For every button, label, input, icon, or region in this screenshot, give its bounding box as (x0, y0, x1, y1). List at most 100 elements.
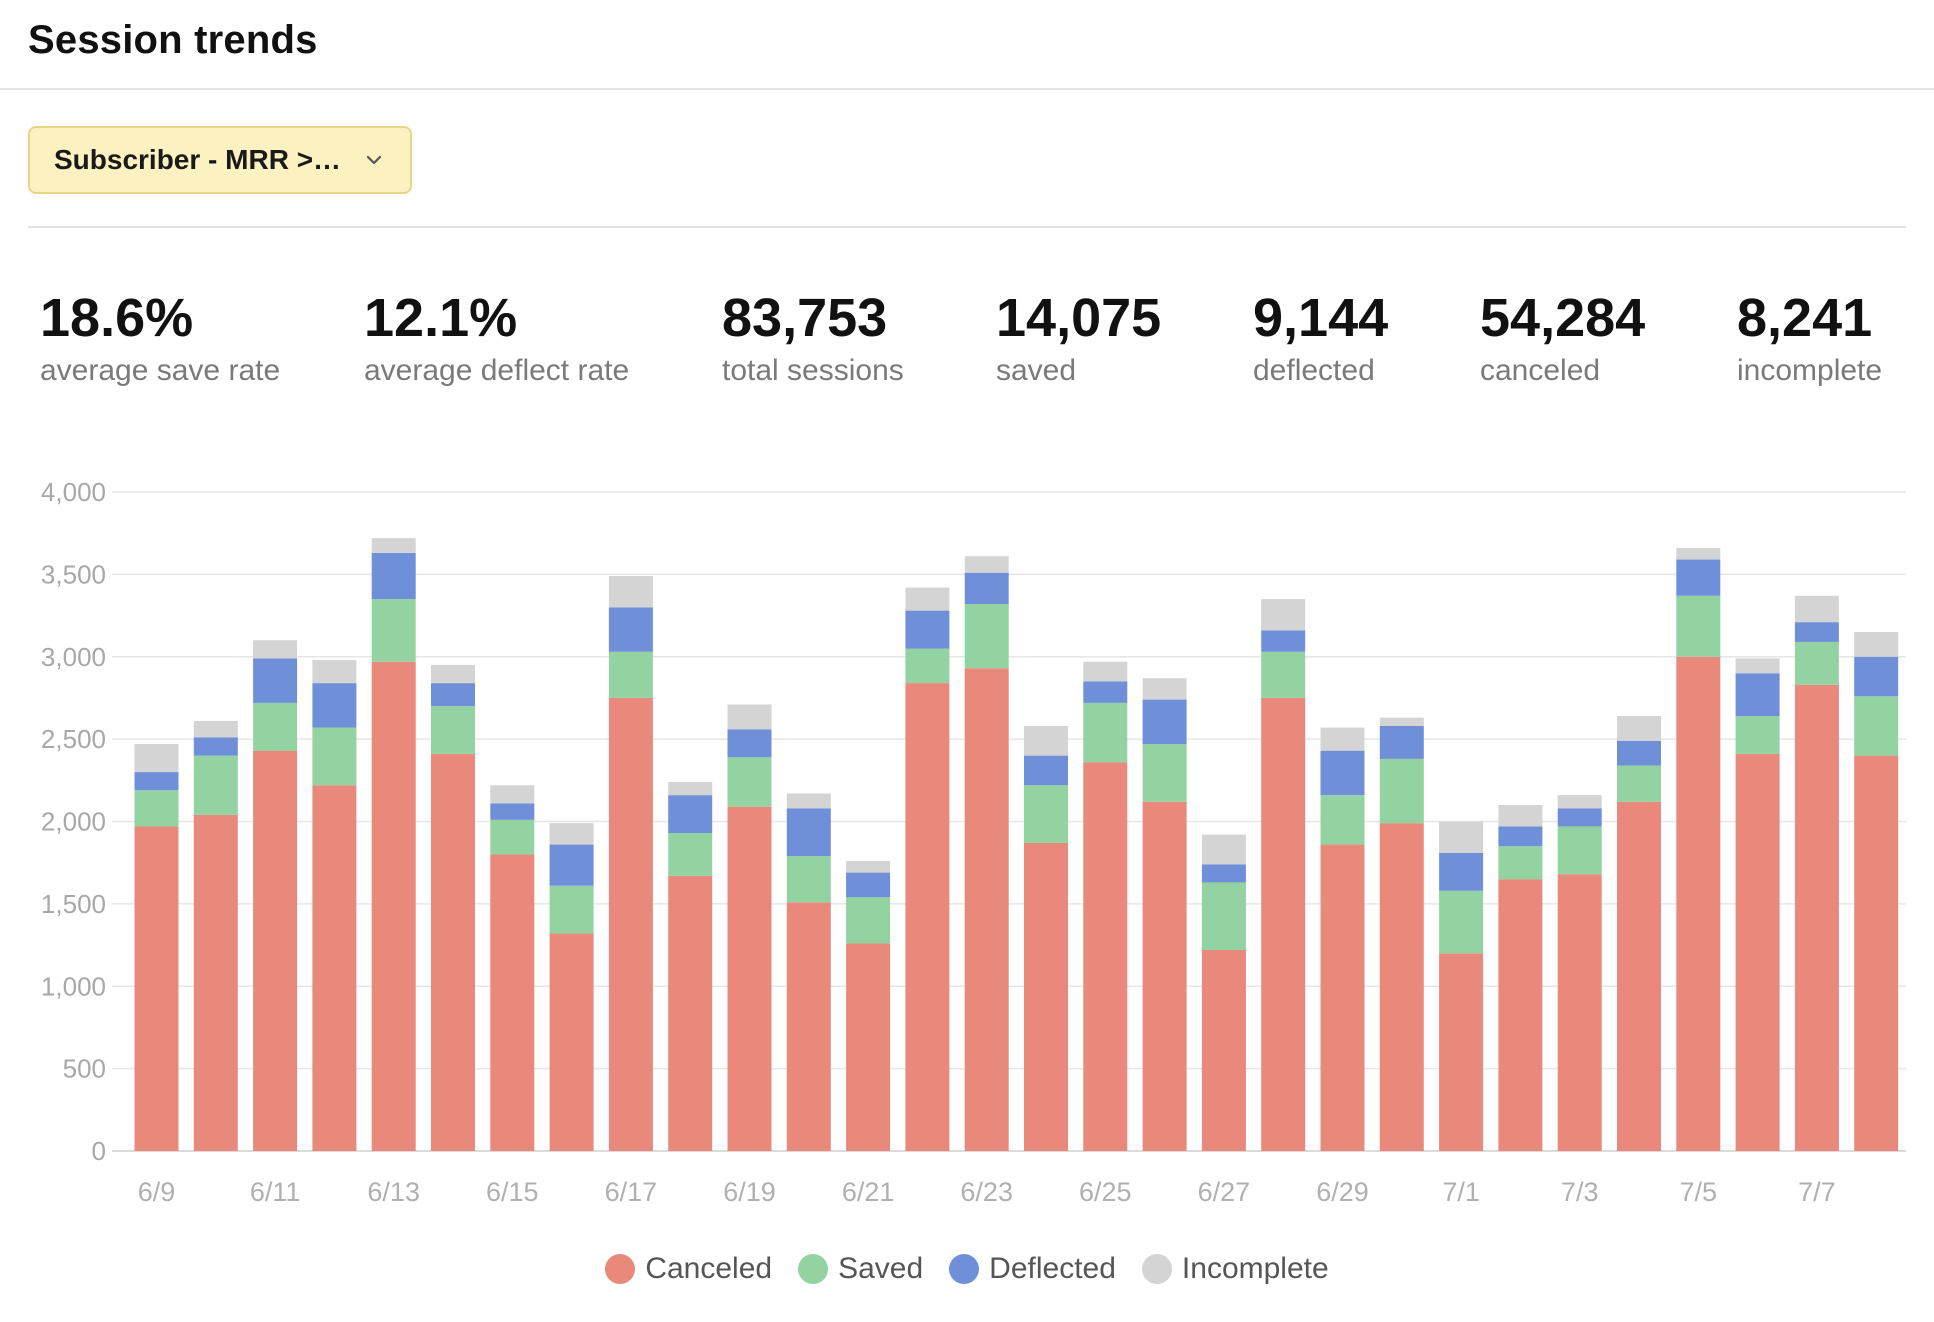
bar-segment-incomplete (1379, 717, 1424, 726)
bar-segment-incomplete (1261, 599, 1306, 631)
bar-segment-incomplete (1557, 795, 1602, 809)
bar-segment-canceled (1794, 684, 1839, 1151)
bar-segment-saved (253, 702, 298, 751)
x-tick-label: 7/7 (1798, 1177, 1836, 1207)
bar-segment-canceled (312, 785, 357, 1151)
bar-segment-canceled (253, 750, 298, 1151)
section-divider (28, 226, 1906, 228)
stat-value: 14,075 (996, 288, 1162, 348)
x-tick-label: 6/21 (842, 1177, 895, 1207)
bar-segment-incomplete (1794, 595, 1839, 623)
legend-item-deflected[interactable]: Deflected (949, 1252, 1116, 1286)
stat-value: 18.6% (40, 288, 194, 348)
segment-filter-label: Subscriber - MRR >… (54, 144, 342, 175)
bar-segment-saved (1854, 696, 1899, 756)
bar-segment-incomplete (549, 823, 594, 845)
x-tick-label: 7/5 (1680, 1177, 1718, 1207)
bar-segment-incomplete (1854, 632, 1899, 657)
bar-segment-saved (134, 790, 179, 827)
bar-segment-deflected (1201, 864, 1246, 883)
bar-segment-deflected (1439, 852, 1484, 891)
bar-segment-saved (431, 706, 475, 754)
bar-segment-incomplete (1735, 658, 1780, 674)
bar-segment-incomplete (964, 556, 1009, 573)
y-tick-label: 1,500 (41, 889, 106, 919)
x-tick-label: 6/15 (486, 1177, 539, 1207)
stat-average-save-rate: 18.6% average save rate (40, 290, 280, 388)
bar-segment-incomplete (312, 660, 357, 684)
bar-segment-canceled (1557, 874, 1602, 1151)
stat-incomplete: 8,241 incomplete (1737, 290, 1882, 388)
bar-segment-canceled (1617, 801, 1661, 1151)
bar-segment-saved (905, 648, 950, 684)
bar-segment-incomplete (727, 704, 772, 730)
bar-segment-incomplete (1083, 661, 1128, 682)
bar-segment-canceled (134, 826, 179, 1151)
bar-segment-deflected (1261, 630, 1306, 652)
bar-segment-saved (1498, 846, 1543, 880)
legend-label: Canceled (645, 1252, 773, 1285)
legend-item-saved[interactable]: Saved (798, 1252, 923, 1286)
legend-item-incomplete[interactable]: Incomplete (1141, 1252, 1329, 1286)
session-trends-chart: 0 500 1,000 1,500 2,000 2,500 3,000 3,500 4,000 6… (41, 477, 1906, 1207)
bar-segment-canceled (905, 683, 950, 1151)
segment-filter-dropdown[interactable]: Subscriber - MRR >… (28, 126, 412, 194)
bar-segment-incomplete (490, 785, 535, 804)
legend-swatch-incomplete (1141, 1254, 1172, 1284)
legend-label: Saved (838, 1252, 924, 1285)
bar-segment-incomplete (905, 587, 950, 611)
bar-segment-canceled (1498, 879, 1543, 1151)
stat-total-sessions: 83,753 total sessions (722, 290, 904, 388)
bar-segment-incomplete (371, 538, 416, 553)
bar-segment-saved (490, 819, 535, 855)
bar-segment-saved (1320, 795, 1365, 845)
stat-value: 8,241 (1737, 288, 1873, 348)
bar-segment-canceled (1261, 697, 1306, 1151)
bar-segment-deflected (964, 572, 1009, 605)
legend-swatch-deflected (949, 1254, 980, 1284)
bar-segment-incomplete (431, 664, 475, 684)
bar-segment-deflected (1676, 559, 1721, 596)
bar-segment-deflected (1854, 656, 1899, 697)
chevron-down-icon (366, 155, 382, 165)
bar-segment-saved (668, 833, 713, 876)
bar-segment-saved (371, 599, 416, 662)
bar-segment-canceled (846, 943, 891, 1151)
bar-segment-deflected (727, 729, 772, 758)
bar-segment-deflected (1024, 755, 1068, 786)
stat-deflected: 9,144 deflected (1253, 290, 1388, 388)
bar-segment-incomplete (608, 576, 653, 608)
x-tick-label: 6/13 (367, 1177, 420, 1207)
bar-segment-incomplete (1676, 548, 1721, 560)
bar-segment-canceled (1024, 842, 1068, 1151)
bar-segment-incomplete (846, 861, 891, 873)
bar-segment-saved (1083, 702, 1128, 763)
bar-segment-deflected (668, 795, 713, 834)
bar-segment-incomplete (786, 793, 831, 809)
bar-segment-deflected (193, 737, 238, 756)
bar-segment-saved (846, 897, 891, 944)
bar-segment-incomplete (193, 721, 238, 738)
bar-segment-saved (964, 604, 1009, 669)
bar-segment-deflected (1498, 826, 1543, 847)
bar-segment-deflected (1320, 750, 1365, 796)
y-tick-label: 500 (63, 1054, 106, 1084)
bar-segment-saved (1676, 595, 1721, 657)
bar-segment-deflected (1794, 622, 1839, 642)
bar-segment-canceled (1439, 953, 1484, 1151)
stat-value: 12.1% (364, 288, 518, 348)
bar-segment-incomplete (253, 640, 298, 659)
stat-average-deflect-rate: 12.1% average deflect rate (364, 290, 629, 388)
legend-item-canceled[interactable]: Canceled (605, 1252, 772, 1286)
bar-segment-deflected (1379, 725, 1424, 759)
bar-segment-deflected (253, 658, 298, 703)
legend-label: Incomplete (1181, 1252, 1329, 1285)
x-tick-label: 6/17 (605, 1177, 658, 1207)
y-tick-label: 1,000 (41, 971, 106, 1001)
bar-segment-saved (1557, 826, 1602, 875)
bar-segment-saved (1794, 641, 1839, 685)
bar-segment-deflected (1557, 808, 1602, 827)
bar-segment-deflected (312, 683, 357, 728)
bar-segment-canceled (1676, 656, 1721, 1151)
bar-segment-canceled (786, 902, 831, 1151)
